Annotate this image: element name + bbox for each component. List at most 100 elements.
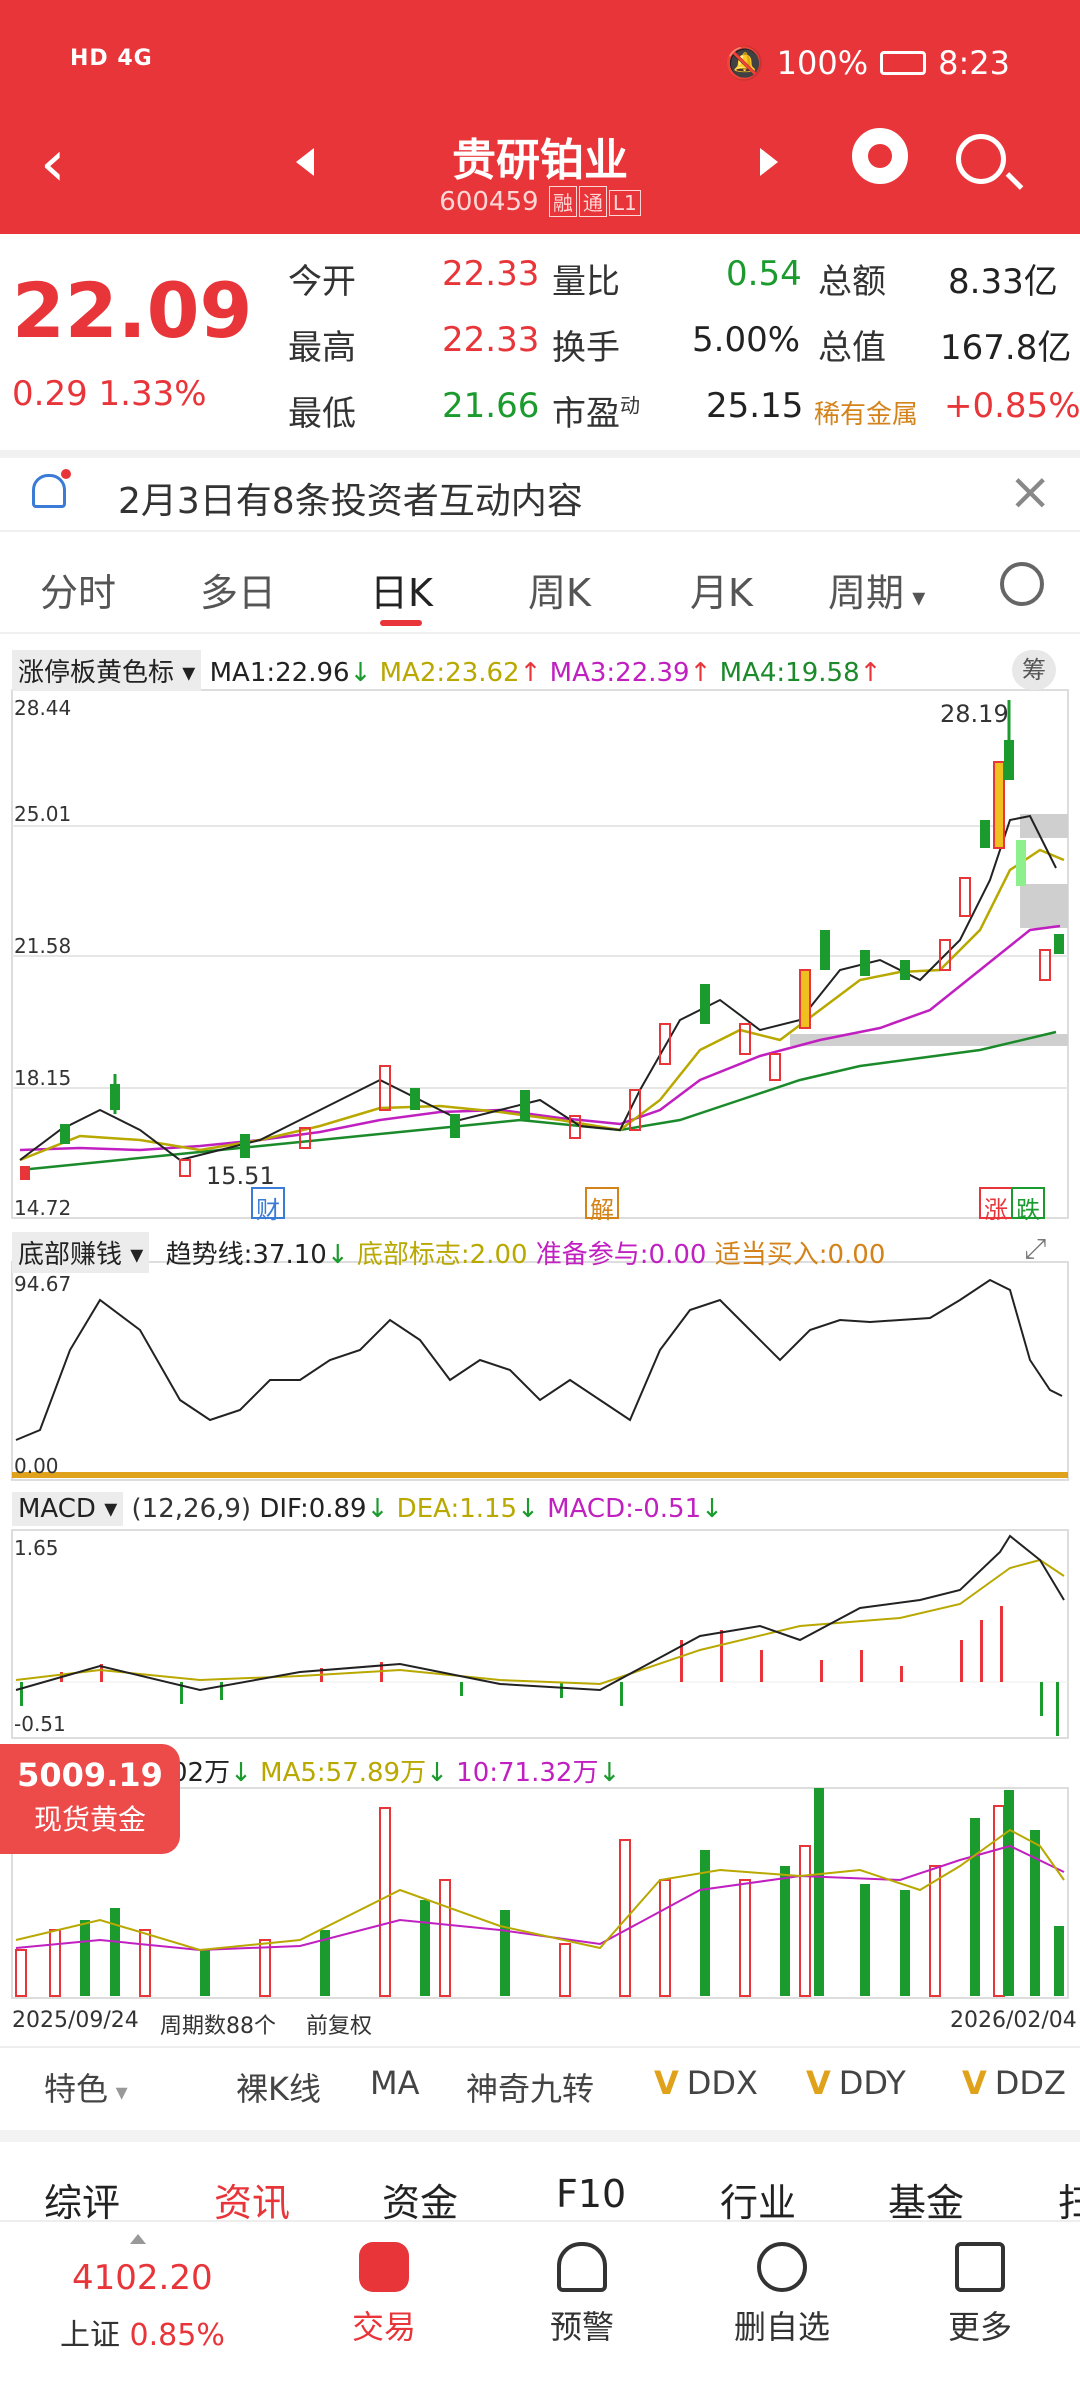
- financial-report-marker[interactable]: 财: [256, 1196, 280, 1224]
- ddx-toggle[interactable]: V DDX: [654, 2064, 758, 2102]
- index-name[interactable]: 上证 0.85%: [60, 2318, 225, 2353]
- v-icon: V: [962, 2064, 987, 2102]
- open-label: 今开: [288, 262, 356, 302]
- adjust-mode[interactable]: 前复权: [306, 2014, 373, 2039]
- vol-ma10-value: 10:71.32万↓: [456, 1758, 621, 1788]
- expand-icon[interactable]: ⤢: [1024, 1232, 1047, 1265]
- settings-icon[interactable]: [1000, 562, 1044, 606]
- nav-alert[interactable]: 预警: [522, 2242, 642, 2348]
- magic-nine-toggle[interactable]: 神奇九转: [466, 2070, 595, 2108]
- date-end: 2026/02/04: [950, 2008, 1077, 2033]
- dropdown-icon: ▾: [122, 1240, 144, 1270]
- spot-gold-badge[interactable]: 5009.19 现货黄金: [0, 1744, 180, 1854]
- dea-value: DEA:1.15↓: [396, 1494, 539, 1524]
- stock-name: 贵研铂业: [452, 135, 628, 186]
- ma3-line: [19, 924, 1061, 1152]
- limit-down-marker[interactable]: 跌: [1016, 1196, 1040, 1224]
- trend-line: [15, 1278, 1063, 1441]
- unlock-marker[interactable]: 解: [590, 1196, 614, 1224]
- macd-indicator-select[interactable]: MACD ▾: [12, 1492, 124, 1526]
- ma-toggle[interactable]: MA: [370, 2064, 420, 2102]
- kline-y-min: 14.72: [14, 1196, 72, 1220]
- v-icon: V: [654, 2064, 679, 2102]
- tab-intraday[interactable]: 分时: [40, 571, 117, 615]
- mute-icon: 🔕: [724, 44, 765, 82]
- macd-params: (12,26,9): [131, 1494, 252, 1524]
- limit-up-marker[interactable]: 涨: [984, 1196, 1008, 1224]
- stock-code-line: 600459 融通 L1: [0, 186, 1080, 217]
- support-band: [790, 1034, 1068, 1046]
- tab-f10[interactable]: F10: [556, 2172, 627, 2216]
- nav-more[interactable]: 更多: [920, 2242, 1040, 2348]
- tab-daily-k[interactable]: 日K: [370, 571, 433, 615]
- nav-trade[interactable]: 交易: [324, 2242, 444, 2348]
- clock: 8:23: [938, 44, 1010, 82]
- kline-y-max: 28.44: [14, 696, 72, 720]
- expand-up-icon[interactable]: [130, 2234, 146, 2244]
- ma2-line: [19, 848, 1065, 1162]
- bare-kline-toggle[interactable]: 裸K线: [236, 2070, 321, 2108]
- ma4-line: [19, 1030, 1057, 1172]
- ddy-toggle[interactable]: V DDY: [806, 2064, 906, 2102]
- macd-indicator-bar: MACD ▾ (12,26,9) DIF:0.89↓ DEA:1.15↓ MAC…: [12, 1492, 723, 1526]
- sector-change[interactable]: +0.85%: [944, 386, 1080, 426]
- high-value: 22.33: [442, 320, 540, 360]
- bottom-signal-bar: [12, 1472, 1068, 1478]
- high-label: 最高: [288, 328, 356, 368]
- ddz-toggle[interactable]: V DDZ: [962, 2064, 1066, 2102]
- kline-y-tick: 25.01: [14, 802, 72, 826]
- macd-value: MACD:-0.51↓: [547, 1494, 723, 1524]
- notice-bar[interactable]: 2月3日有8条投资者互动内容 ×: [0, 450, 1080, 530]
- prev-stock-icon[interactable]: [296, 148, 314, 176]
- candlestick-series: [20, 700, 1064, 1180]
- chart-canvas[interactable]: [0, 634, 1080, 2046]
- next-stock-icon[interactable]: [760, 148, 778, 176]
- tab-period[interactable]: 周期 ▾: [828, 571, 926, 615]
- chip-distribution-button[interactable]: 筹: [1012, 650, 1056, 690]
- level-tag: L1: [608, 190, 641, 216]
- bottom-indicator-select[interactable]: 底部赚钱 ▾: [12, 1232, 150, 1273]
- vol-ma5-line: [15, 1828, 1065, 1952]
- tab-fund[interactable]: 基金: [888, 2181, 965, 2225]
- ma4-value: MA4:19.58↑: [719, 658, 882, 688]
- turnover-amount-value: 8.33亿: [948, 262, 1058, 302]
- index-value[interactable]: 4102.20: [72, 2258, 213, 2298]
- kline-indicator-select[interactable]: 涨停板黄色标 ▾: [12, 650, 202, 691]
- back-icon[interactable]: ‹: [40, 127, 66, 201]
- low-value: 21.66: [442, 386, 540, 426]
- sector-name[interactable]: 稀有金属: [814, 400, 919, 430]
- pe-value: 25.15: [706, 386, 804, 426]
- bottom-indicator-bar: 底部赚钱 ▾ 趋势线:37.10↓ 底部标志:2.00 准备参与:0.00 适当…: [12, 1232, 885, 1273]
- search-icon[interactable]: [956, 134, 1006, 184]
- dropdown-icon: ▾: [108, 2078, 128, 2106]
- last-price: 22.09: [12, 266, 253, 355]
- ma2-value: MA2:23.62↑: [379, 658, 542, 688]
- tab-more-cut[interactable]: 扫: [1058, 2181, 1080, 2225]
- tab-news[interactable]: 资讯: [214, 2181, 291, 2225]
- turnover-amount-label: 总额: [818, 262, 886, 302]
- minus-circle-icon: [757, 2242, 807, 2292]
- special-features-menu[interactable]: 特色 ▾: [44, 2070, 128, 2108]
- nav-remove-watchlist[interactable]: 删自选: [722, 2242, 842, 2348]
- tab-weekly-k[interactable]: 周K: [528, 571, 591, 615]
- tab-overview[interactable]: 综评: [44, 2181, 121, 2225]
- dropdown-icon: ▾: [95, 1494, 118, 1524]
- assistant-icon[interactable]: [852, 128, 908, 184]
- margin-tag: 融: [548, 186, 577, 217]
- open-value: 22.33: [442, 254, 540, 294]
- notice-text[interactable]: 2月3日有8条投资者互动内容: [118, 481, 583, 522]
- resistance-band: [1020, 814, 1068, 838]
- dea-line: [15, 1558, 1065, 1686]
- ma1-value: MA1:22.96↓: [209, 658, 372, 688]
- bell-icon: [32, 469, 71, 508]
- market-cap-value: 167.8亿: [940, 328, 1072, 368]
- tab-multiday[interactable]: 多日: [200, 571, 277, 615]
- tab-industry[interactable]: 行业: [720, 2181, 797, 2225]
- date-start: 2025/09/24: [12, 2008, 139, 2033]
- ind2-y-bottom: 0.00: [14, 1454, 59, 1478]
- close-icon[interactable]: ×: [1008, 462, 1052, 522]
- vol-ma5-value: MA5:57.89万↓: [260, 1758, 448, 1788]
- tab-monthly-k[interactable]: 月K: [690, 571, 753, 615]
- tab-capital[interactable]: 资金: [382, 2181, 459, 2225]
- grid-icon: [955, 2242, 1005, 2292]
